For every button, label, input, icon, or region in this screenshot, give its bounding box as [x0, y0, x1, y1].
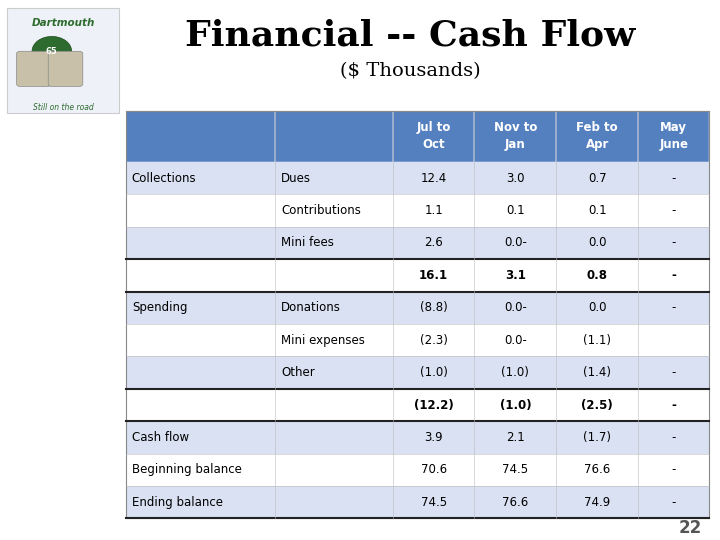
Text: 3.0: 3.0	[506, 172, 525, 185]
Text: 74.5: 74.5	[503, 463, 528, 476]
Text: (1.0): (1.0)	[420, 366, 448, 379]
Text: 0.8: 0.8	[587, 269, 608, 282]
Text: -: -	[672, 463, 676, 476]
Text: -: -	[672, 301, 676, 314]
Text: Feb to
Apr: Feb to Apr	[577, 122, 618, 151]
Bar	[638, 111, 709, 162]
Text: 0.0-: 0.0-	[504, 237, 527, 249]
Text: 0.7: 0.7	[588, 172, 606, 185]
Text: 3.9: 3.9	[424, 431, 443, 444]
Text: (1.0): (1.0)	[501, 366, 529, 379]
Bar	[275, 111, 392, 162]
Bar	[126, 227, 709, 259]
Text: 2.6: 2.6	[424, 237, 443, 249]
Bar	[126, 259, 709, 292]
Text: 76.6: 76.6	[584, 463, 611, 476]
Text: 1.1: 1.1	[424, 204, 443, 217]
Text: (1.7): (1.7)	[583, 431, 611, 444]
Text: 22: 22	[679, 519, 702, 537]
Text: 12.4: 12.4	[420, 172, 446, 185]
Text: Financial -- Cash Flow: Financial -- Cash Flow	[185, 19, 636, 53]
Text: Contributions: Contributions	[281, 204, 361, 217]
FancyBboxPatch shape	[7, 8, 119, 113]
Text: (1.4): (1.4)	[583, 366, 611, 379]
Bar	[126, 111, 709, 518]
Text: 0.0: 0.0	[588, 301, 606, 314]
Text: Spending: Spending	[132, 301, 187, 314]
Text: Cash flow: Cash flow	[132, 431, 189, 444]
Text: 65: 65	[46, 47, 58, 56]
Text: Still on the road: Still on the road	[33, 103, 94, 112]
Text: (1.1): (1.1)	[583, 334, 611, 347]
Text: Nov to
Jan: Nov to Jan	[494, 122, 537, 151]
Text: 74.5: 74.5	[420, 496, 446, 509]
Text: Dues: Dues	[281, 172, 311, 185]
Bar	[126, 194, 709, 227]
FancyBboxPatch shape	[48, 51, 83, 86]
Bar	[126, 389, 709, 421]
Text: 16.1: 16.1	[419, 269, 448, 282]
Text: 2.1: 2.1	[506, 431, 525, 444]
Bar	[126, 356, 709, 389]
Text: Donations: Donations	[281, 301, 341, 314]
Text: Beginning balance: Beginning balance	[132, 463, 242, 476]
Text: Mini expenses: Mini expenses	[281, 334, 365, 347]
Text: -: -	[671, 399, 676, 411]
Text: (2.5): (2.5)	[581, 399, 613, 411]
Text: Collections: Collections	[132, 172, 197, 185]
Text: ($ Thousands): ($ Thousands)	[340, 62, 481, 80]
Text: 0.1: 0.1	[588, 204, 606, 217]
Text: 0.1: 0.1	[506, 204, 525, 217]
Text: 0.0: 0.0	[588, 237, 606, 249]
Text: -: -	[672, 237, 676, 249]
Text: May
June: May June	[659, 122, 688, 151]
Text: 74.9: 74.9	[584, 496, 611, 509]
Text: 0.0-: 0.0-	[504, 301, 527, 314]
Text: 0.0-: 0.0-	[504, 334, 527, 347]
Text: -: -	[672, 172, 676, 185]
Bar	[126, 111, 275, 162]
Text: -: -	[672, 431, 676, 444]
Text: (2.3): (2.3)	[420, 334, 448, 347]
Bar	[126, 454, 709, 486]
Bar	[126, 292, 709, 324]
Bar	[392, 111, 474, 162]
Text: Other: Other	[281, 366, 315, 379]
Text: (8.8): (8.8)	[420, 301, 447, 314]
Text: Mini fees: Mini fees	[281, 237, 334, 249]
Text: 3.1: 3.1	[505, 269, 526, 282]
Text: Jul to
Oct: Jul to Oct	[416, 122, 451, 151]
Bar	[126, 486, 709, 518]
Text: -: -	[672, 496, 676, 509]
Text: (1.0): (1.0)	[500, 399, 531, 411]
Text: Dartmouth: Dartmouth	[32, 18, 95, 28]
Text: 76.6: 76.6	[503, 496, 528, 509]
Bar	[474, 111, 557, 162]
Bar	[557, 111, 638, 162]
Text: -: -	[672, 366, 676, 379]
Text: (12.2): (12.2)	[414, 399, 454, 411]
Text: -: -	[672, 204, 676, 217]
FancyBboxPatch shape	[17, 51, 51, 86]
Ellipse shape	[32, 36, 72, 66]
Bar	[126, 162, 709, 194]
Text: -: -	[671, 269, 676, 282]
Bar	[126, 421, 709, 454]
Text: 70.6: 70.6	[420, 463, 446, 476]
Bar	[126, 324, 709, 356]
Text: Ending balance: Ending balance	[132, 496, 222, 509]
